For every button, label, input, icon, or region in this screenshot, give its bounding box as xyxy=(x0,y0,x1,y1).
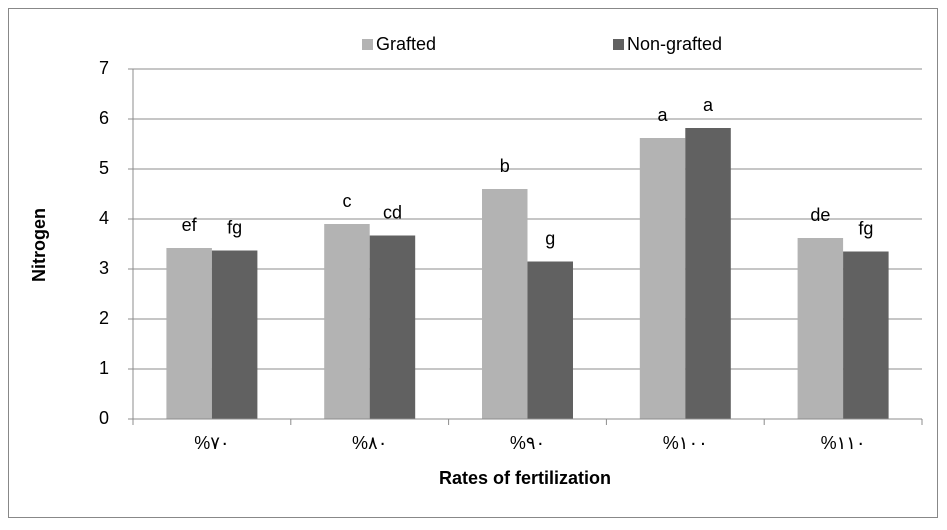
bar-annotation: a xyxy=(703,95,714,115)
y-tick-label: 4 xyxy=(99,208,109,228)
x-axis-label: Rates of fertilization xyxy=(439,468,611,488)
y-tick-label: 2 xyxy=(99,308,109,328)
y-tick-label: 3 xyxy=(99,258,109,278)
bar xyxy=(843,251,889,419)
legend-label: Non-grafted xyxy=(627,34,722,54)
bar-annotation: g xyxy=(545,228,555,248)
y-tick-label: 1 xyxy=(99,358,109,378)
bar xyxy=(369,235,416,419)
x-tick-label: %١١٠ xyxy=(821,433,866,453)
bar xyxy=(166,248,212,419)
legend-label: Grafted xyxy=(376,34,436,54)
bar xyxy=(482,189,528,419)
bar-annotation: ef xyxy=(182,215,198,235)
legend-swatch xyxy=(362,39,373,50)
x-tick-label: %٧٠ xyxy=(194,433,229,453)
bar-annotation: c xyxy=(342,191,351,211)
bar xyxy=(639,138,686,419)
bar xyxy=(797,238,844,419)
bar xyxy=(324,224,370,419)
y-tick-label: 6 xyxy=(99,108,109,128)
bar-annotation: fg xyxy=(227,217,242,237)
bar-annotation: cd xyxy=(383,202,402,222)
bar-annotation: de xyxy=(810,205,830,225)
bar-annotation: a xyxy=(658,105,669,125)
x-tick-label: %٩٠ xyxy=(510,433,545,453)
y-axis-label: Nitrogen xyxy=(29,208,49,282)
y-tick-label: 7 xyxy=(99,58,109,78)
x-tick-label: %١٠٠ xyxy=(663,433,708,453)
bar xyxy=(211,250,258,419)
bar xyxy=(527,261,573,419)
bar-annotation: fg xyxy=(858,218,873,238)
legend-swatch xyxy=(613,39,624,50)
y-tick-label: 5 xyxy=(99,158,109,178)
chart-border xyxy=(8,8,938,518)
bar xyxy=(685,128,731,419)
bar-annotation: b xyxy=(500,156,510,176)
x-tick-label: %٨٠ xyxy=(352,433,387,453)
y-tick-label: 0 xyxy=(99,408,109,428)
